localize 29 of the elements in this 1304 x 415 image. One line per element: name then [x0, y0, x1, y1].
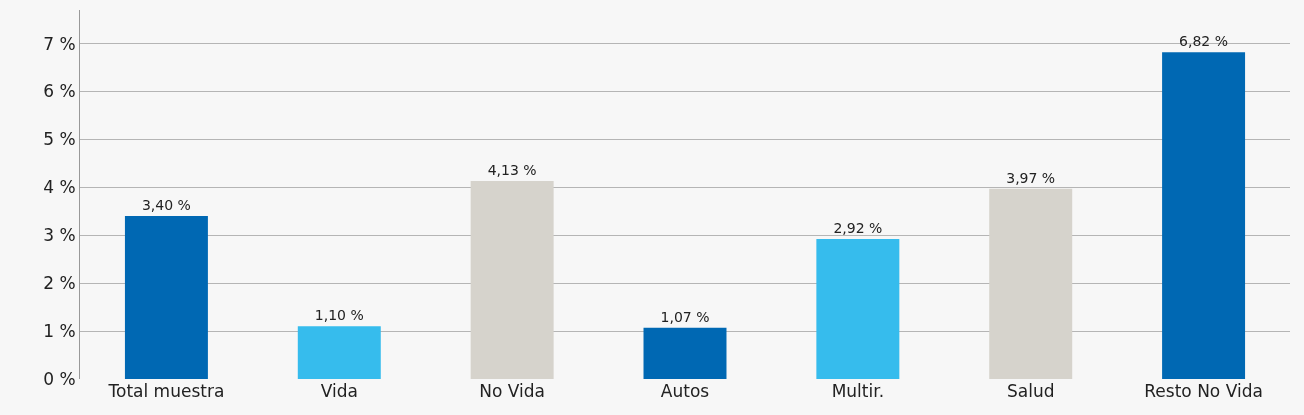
- x-tick-label: Vida: [320, 381, 358, 401]
- bar: [470, 181, 554, 379]
- x-tick-label: Total muestra: [107, 381, 225, 401]
- x-tick-label: Salud: [1006, 381, 1055, 401]
- data-label: 2,92 %: [833, 220, 883, 237]
- bar: [297, 326, 381, 379]
- y-tick-label: 0 %: [43, 368, 76, 389]
- bar: [643, 327, 727, 379]
- y-tick-label: 6 %: [43, 81, 76, 102]
- data-label: 4,13 %: [487, 162, 537, 179]
- data-label: 3,40 %: [141, 197, 191, 214]
- y-tick-label: 2 %: [43, 273, 76, 294]
- data-label: 1,07 %: [660, 308, 710, 325]
- y-tick-label: 3 %: [43, 225, 76, 246]
- bar: [124, 216, 208, 379]
- y-tick-label: 7 %: [43, 33, 76, 54]
- data-label: 6,82 %: [1179, 33, 1229, 50]
- bar: [989, 188, 1073, 379]
- x-tick-label: No Vida: [479, 381, 545, 401]
- x-tick-label: Resto No Vida: [1144, 381, 1263, 401]
- bar: [1162, 52, 1246, 379]
- y-tick-label: 5 %: [43, 129, 76, 150]
- y-tick-label: 1 %: [43, 321, 76, 342]
- y-tick-label: 4 %: [43, 177, 76, 198]
- data-label: 1,10 %: [314, 307, 364, 324]
- data-label: 3,97 %: [1006, 169, 1056, 186]
- x-tick-label: Multir.: [831, 381, 885, 401]
- bar: [816, 239, 900, 379]
- x-tick-label: Autos: [660, 381, 710, 401]
